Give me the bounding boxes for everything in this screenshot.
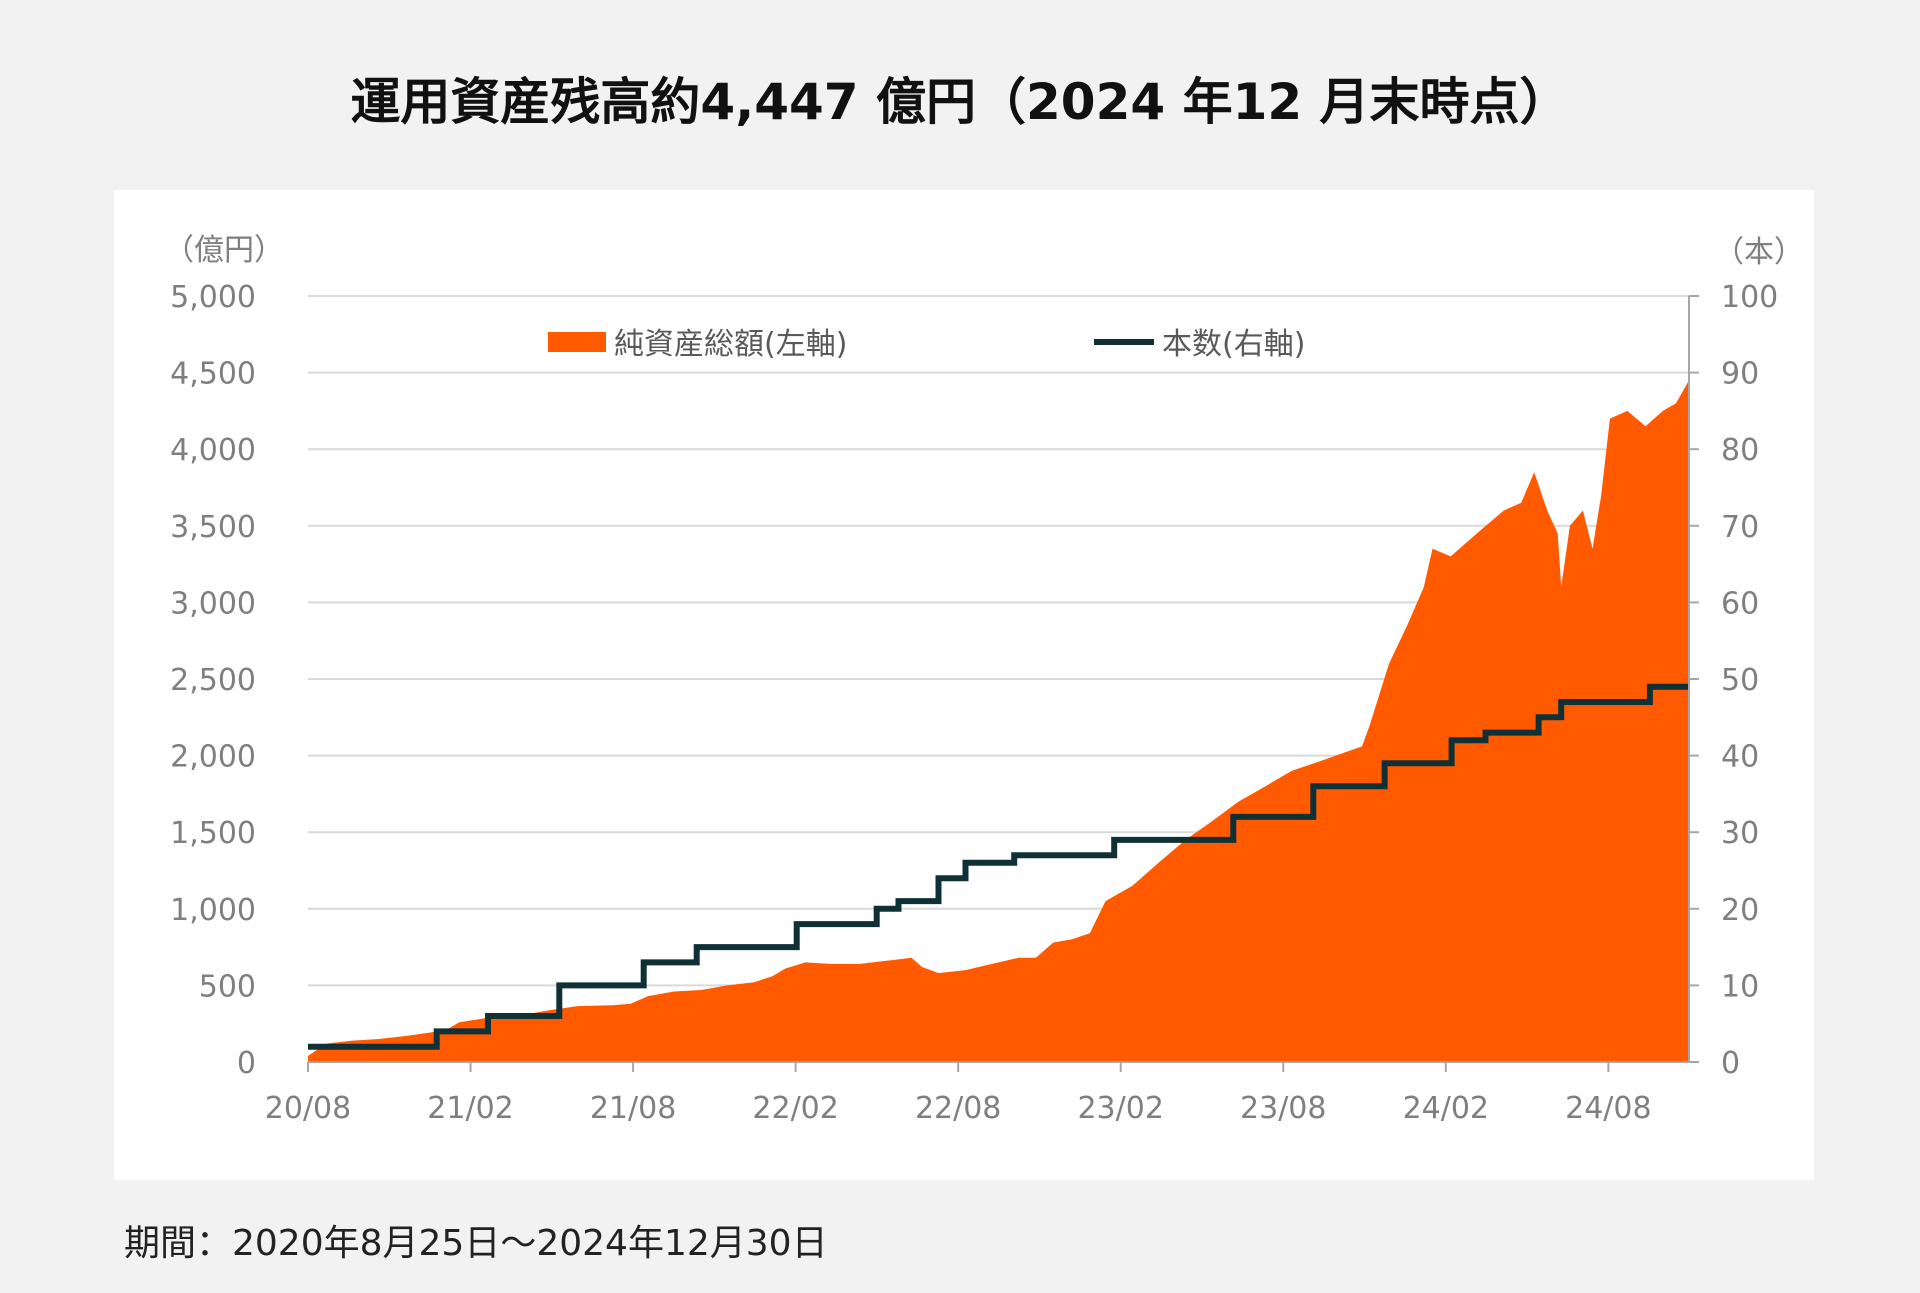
x-tick-label: 21/08	[590, 1091, 676, 1126]
x-tick-label: 21/02	[427, 1091, 513, 1126]
chart-panel: 0 0 500 10 1,000 20 1,500 30 2,000 40 2,500 50 3,000…	[114, 190, 1814, 1180]
area-series	[308, 380, 1689, 1062]
legend-line-label: 本数(右軸)	[1162, 327, 1305, 362]
right-tick-label: 80	[1721, 433, 1759, 468]
chart-svg: 0 0 500 10 1,000 20 1,500 30 2,000 40 2,500 50 3,000…	[164, 233, 1804, 1126]
right-tick-label: 100	[1721, 280, 1778, 315]
left-tick-label: 5,000	[170, 280, 256, 315]
left-tick-label: 2,500	[170, 663, 256, 698]
left-tick-label: 4,000	[170, 433, 256, 468]
left-tick-label: 3,000	[170, 586, 256, 621]
right-tick-label: 60	[1721, 586, 1759, 621]
legend-area-label: 純資産総額(左軸)	[614, 327, 847, 362]
axes	[307, 295, 1699, 1072]
right-tick-label: 70	[1721, 510, 1759, 545]
line-series	[308, 683, 1689, 1050]
right-tick-label: 90	[1721, 357, 1759, 392]
left-tick-label: 3,500	[170, 510, 256, 545]
left-tick-label: 0	[237, 1046, 256, 1081]
right-tick-label: 20	[1721, 893, 1759, 928]
right-tick-label: 10	[1721, 969, 1759, 1004]
right-tick-label: 30	[1721, 816, 1759, 851]
gridlines	[308, 295, 1689, 987]
x-tick-label: 24/08	[1565, 1091, 1651, 1126]
fund-count-line	[308, 683, 1689, 1050]
x-tick-label: 22/02	[752, 1091, 838, 1126]
x-tick-label: 20/08	[265, 1091, 351, 1126]
x-tick-label: 23/08	[1240, 1091, 1326, 1126]
x-tick-label: 22/08	[915, 1091, 1001, 1126]
left-tick-label: 1,500	[170, 816, 256, 851]
right-tick-label: 0	[1721, 1046, 1740, 1081]
period-note: 期間：2020年8月25日～2024年12月30日	[124, 1223, 828, 1264]
left-tick-label: 4,500	[170, 357, 256, 392]
right-tick-label: 40	[1721, 740, 1759, 775]
right-axis-unit: （本）	[1714, 235, 1804, 270]
net-assets-area	[308, 380, 1689, 1062]
tick-labels: 0 0 500 10 1,000 20 1,500 30 2,000 40 2,500 50 3,000…	[170, 280, 1778, 1126]
x-tick-label: 23/02	[1077, 1091, 1163, 1126]
left-axis-unit: （億円）	[164, 233, 284, 268]
left-tick-label: 2,000	[170, 740, 256, 775]
x-tick-label: 24/02	[1403, 1091, 1489, 1126]
right-tick-label: 50	[1721, 663, 1759, 698]
chart-title: 運用資産残高約4,447 億円（2024 年12 月末時点）	[350, 73, 1570, 131]
left-tick-label: 500	[199, 969, 256, 1004]
left-tick-label: 1,000	[170, 893, 256, 928]
legend-area-swatch	[548, 332, 606, 352]
legend: 純資産総額(左軸) 本数(右軸)	[548, 327, 1305, 362]
